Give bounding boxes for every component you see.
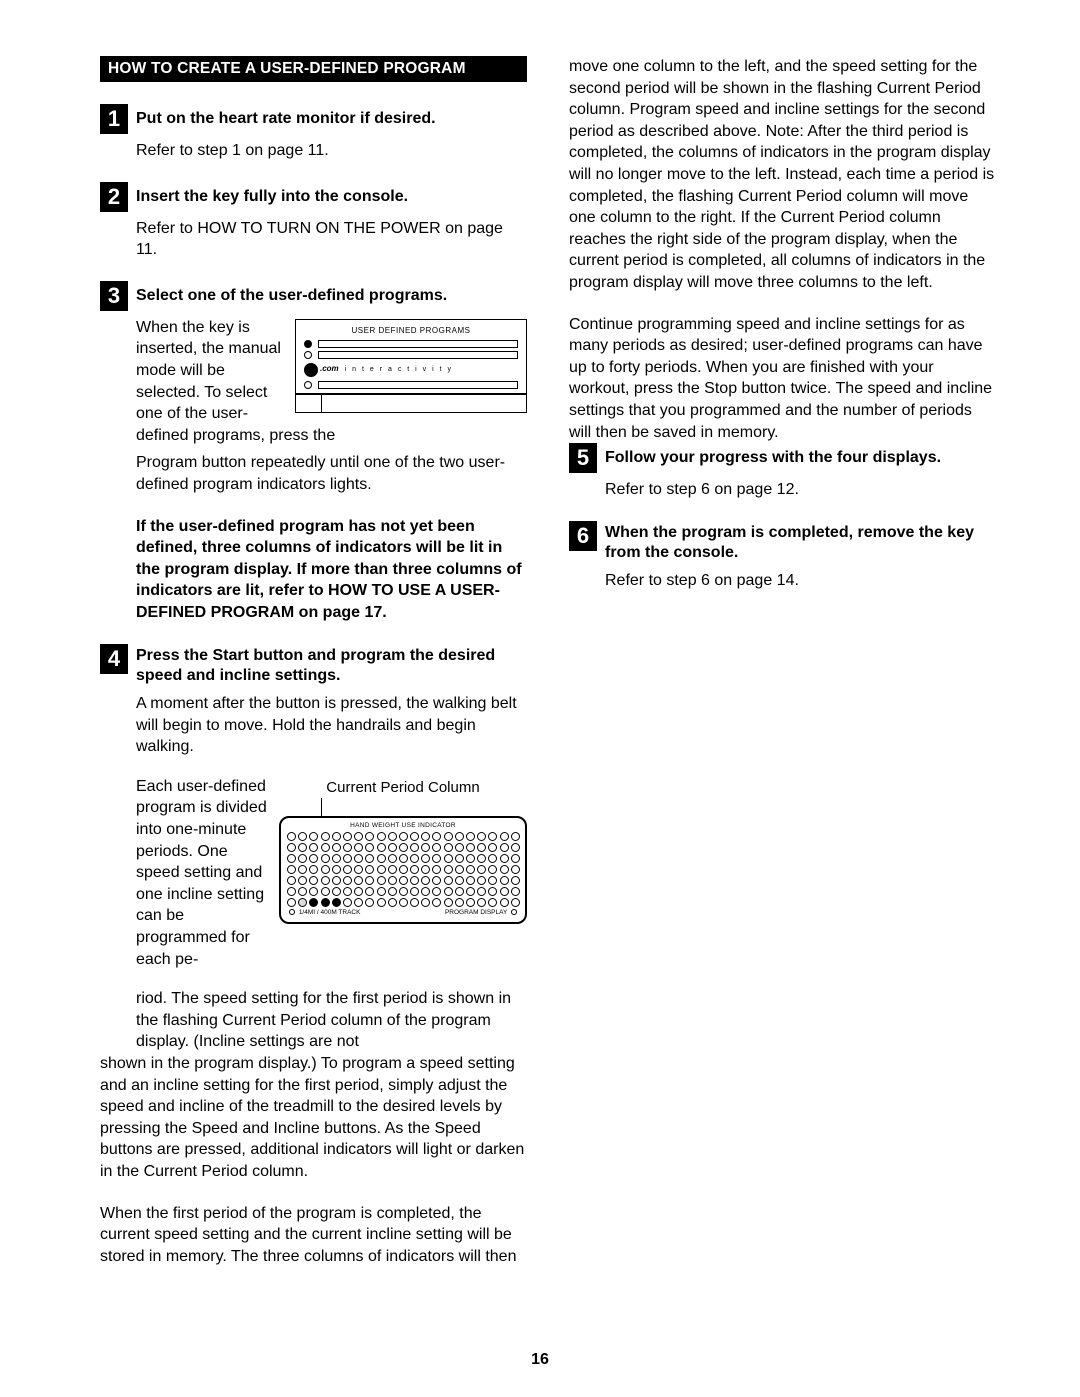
- fig1-interactivity-label: i n t e r a c t i v i t y: [345, 365, 453, 374]
- step-number-5: 5: [569, 443, 597, 473]
- step-number-6: 6: [569, 521, 597, 551]
- indicator-bar: [318, 381, 518, 389]
- ifit-logo-icon: [304, 363, 318, 377]
- step-5-body: Refer to step 6 on page 12.: [605, 479, 996, 501]
- step-3-bold-note: If the user-defined program has not yet …: [136, 516, 527, 624]
- step-1-title: Put on the heart rate monitor if desired…: [136, 104, 436, 130]
- marker-icon: [511, 909, 517, 915]
- step-4-p1: A moment after the button is pressed, th…: [136, 693, 527, 758]
- figure-current-period-column: Current Period Column HAND WEIGHT USE IN…: [279, 778, 527, 924]
- step-4-title: Press the Start button and program the d…: [136, 644, 527, 688]
- step-3: 3 Select one of the user-defined program…: [100, 281, 527, 496]
- fig1-label: USER DEFINED PROGRAMS: [304, 326, 518, 337]
- ifit-logo-text: .com: [320, 364, 339, 375]
- step-2: 2 Insert the key fully into the console.…: [100, 182, 527, 261]
- step-6-body: Refer to step 6 on page 14.: [605, 570, 996, 592]
- fig2-pointer-line: [279, 798, 527, 816]
- step-3-after: Program button repeatedly until one of t…: [136, 452, 527, 495]
- fig2-bottom-right: PROGRAM DISPLAY: [445, 909, 509, 916]
- marker-icon: [289, 909, 295, 915]
- fig2-bottom-left: 1/4MI / 400M TRACK: [297, 909, 360, 916]
- step-4-col2-p1: shown in the program display.) To progra…: [100, 1053, 527, 1183]
- step-2-body: Refer to HOW TO TURN ON THE POWER on pag…: [136, 218, 527, 261]
- indicator-dot-icon: [304, 340, 312, 348]
- step-number-3: 3: [100, 281, 128, 311]
- step-4-col2-p3: Continue programming speed and incline s…: [569, 314, 996, 444]
- fig2-top-label: HAND WEIGHT USE INDICATOR: [287, 822, 519, 831]
- step-number-4: 4: [100, 644, 128, 674]
- step-number-1: 1: [100, 104, 128, 134]
- step-2-title: Insert the key fully into the console.: [136, 182, 408, 208]
- fig2-caption: Current Period Column: [279, 778, 527, 798]
- step-6-title: When the program is completed, remove th…: [605, 521, 996, 565]
- step-number-2: 2: [100, 182, 128, 212]
- indicator-bar: [318, 351, 518, 359]
- step-4-wrap-text: Each user-defined program is divided int…: [136, 778, 267, 968]
- step-5-title: Follow your progress with the four displ…: [605, 443, 941, 469]
- fig2-indicator-grid: [287, 832, 519, 907]
- indicator-bar: [318, 340, 518, 348]
- page-number: 16: [0, 1351, 1080, 1369]
- step-6: 6 When the program is completed, remove …: [569, 521, 996, 592]
- step-4: 4 Press the Start button and program the…: [100, 644, 527, 688]
- step-4-after-wrap: riod. The speed setting for the first pe…: [136, 988, 527, 1053]
- step-5: 5 Follow your progress with the four dis…: [569, 443, 996, 501]
- indicator-dot-icon: [304, 351, 312, 359]
- step-1-body: Refer to step 1 on page 11.: [136, 140, 527, 162]
- section-heading: HOW TO CREATE A USER-DEFINED PROGRAM: [100, 56, 527, 82]
- figure-user-defined-programs: USER DEFINED PROGRAMS .com i n t e r a c…: [295, 319, 527, 413]
- indicator-dot-icon: [304, 381, 312, 389]
- step-1: 1 Put on the heart rate monitor if desir…: [100, 104, 527, 162]
- page-content: HOW TO CREATE A USER-DEFINED PROGRAM 1 P…: [0, 0, 1080, 1310]
- step-3-title: Select one of the user-defined programs.: [136, 281, 447, 307]
